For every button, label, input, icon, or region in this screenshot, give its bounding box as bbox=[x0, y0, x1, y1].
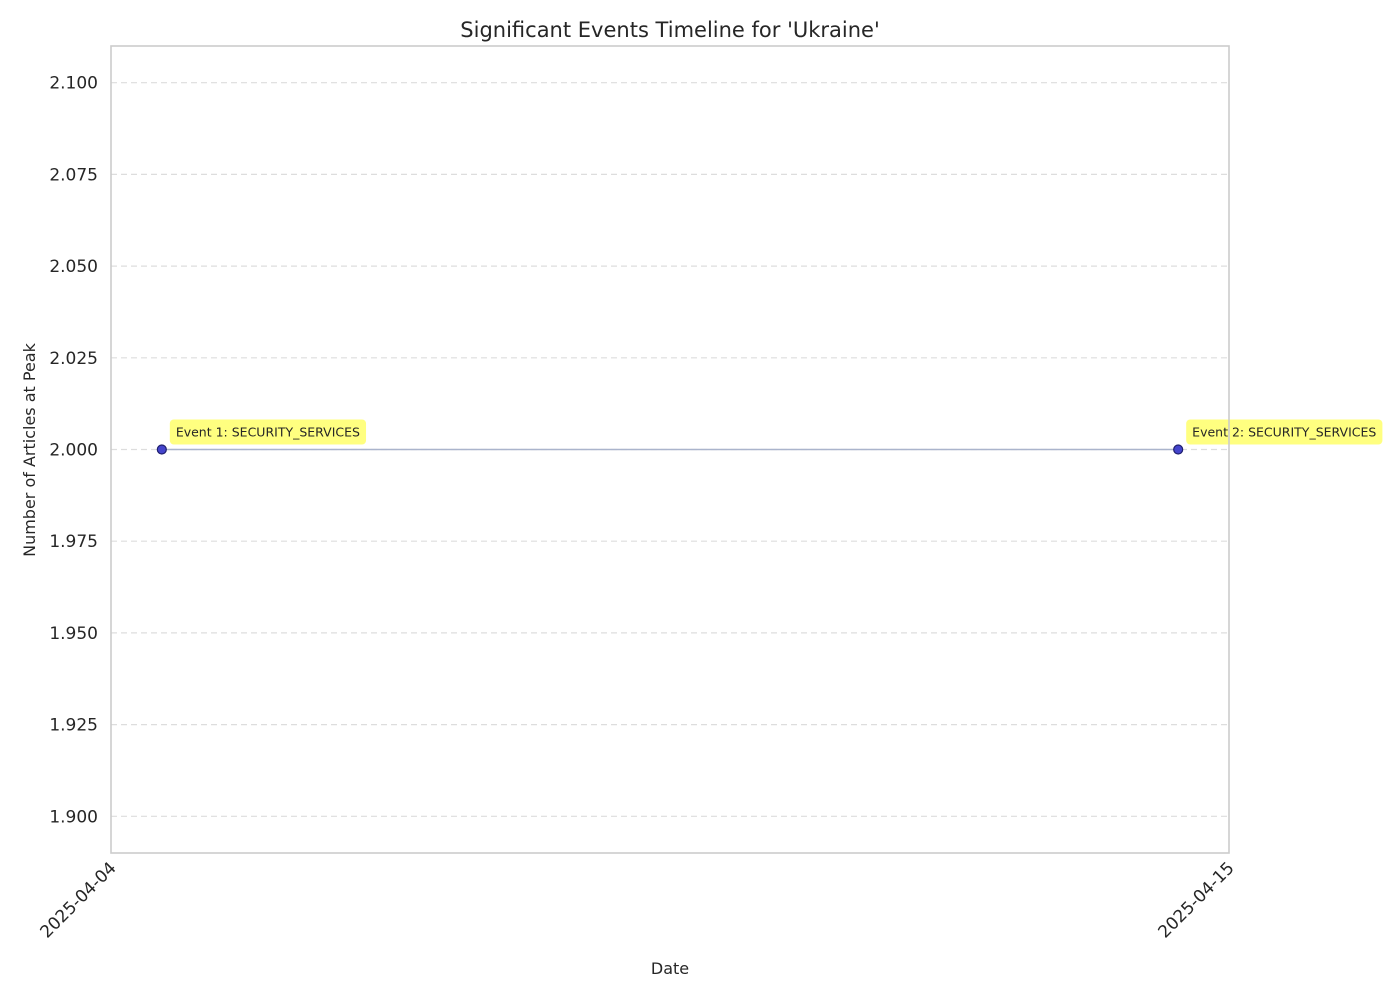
y-tick-label: 1.925 bbox=[49, 716, 98, 736]
y-tick-label: 1.950 bbox=[49, 624, 98, 644]
series-layer bbox=[156, 444, 1184, 455]
y-tick-label: 2.100 bbox=[49, 74, 98, 94]
plot-frame bbox=[110, 45, 1230, 854]
event-annotation: Event 2: SECURITY_SERVICES bbox=[1186, 419, 1383, 445]
data-point bbox=[156, 444, 167, 455]
annotation-label: Event 2: SECURITY_SERVICES bbox=[1192, 425, 1376, 440]
annotation-layer: Event 1: SECURITY_SERVICES Event 2: SECUR… bbox=[169, 419, 1383, 445]
y-tick-label: 2.075 bbox=[49, 165, 98, 185]
event-annotation: Event 1: SECURITY_SERVICES bbox=[169, 419, 367, 445]
annotation-label: Event 1: SECURITY_SERVICES bbox=[176, 425, 360, 440]
x-axis-label: Date bbox=[651, 959, 689, 978]
data-point bbox=[1173, 444, 1184, 455]
y-axis-label: Number of Articles at Peak bbox=[20, 342, 39, 557]
y-tick-label: 2.025 bbox=[49, 349, 98, 369]
annotation-box bbox=[169, 419, 367, 445]
chart-title: Significant Events Timeline for 'Ukraine… bbox=[460, 18, 879, 42]
y-tick-label: 2.000 bbox=[49, 441, 98, 461]
y-tick-label: 1.900 bbox=[49, 807, 98, 827]
annotation-box bbox=[1186, 419, 1383, 445]
y-tick-labels: 1.900 1.925 1.950 1.975 2.000 2.025 2.050 2.075… bbox=[49, 74, 98, 828]
y-tick-label: 2.050 bbox=[49, 257, 98, 277]
y-tick-label: 1.975 bbox=[49, 532, 98, 552]
